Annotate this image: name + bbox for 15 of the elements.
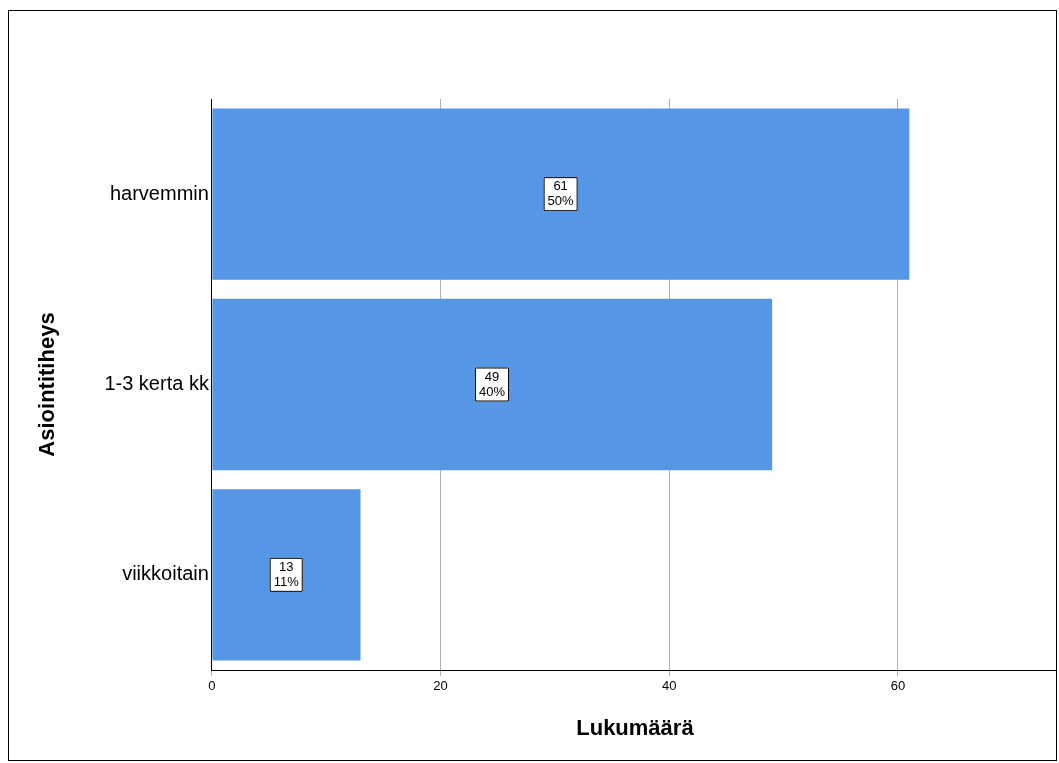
y-tick-label: viikkoitain bbox=[122, 562, 209, 585]
data-label: 49 40% bbox=[479, 368, 506, 399]
data-label: 13 11% bbox=[273, 558, 300, 589]
bar bbox=[212, 489, 361, 661]
y-axis-title: Asiointitiheys bbox=[34, 312, 60, 457]
y-tick-label: harvemmin bbox=[109, 181, 209, 204]
x-axis-title: Lukumäärä bbox=[576, 714, 695, 740]
data-label: 61 50% bbox=[547, 178, 575, 209]
x-tick-label: 40 bbox=[662, 678, 677, 694]
bar bbox=[212, 298, 773, 471]
bar bbox=[212, 108, 910, 280]
x-tick-label: 0 bbox=[208, 678, 216, 694]
x-tick-label: 60 bbox=[890, 678, 906, 694]
x-tick-label: 20 bbox=[433, 678, 448, 694]
y-tick-label: 1-3 kerta kk bbox=[104, 372, 210, 395]
